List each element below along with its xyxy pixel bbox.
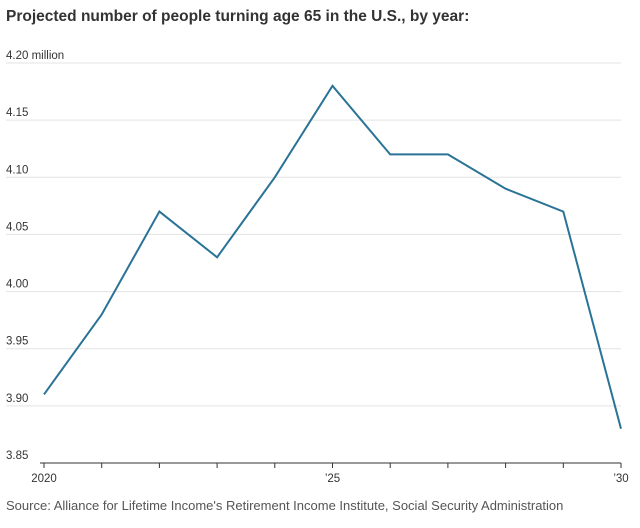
y-tick-label: 4.00	[6, 279, 28, 291]
y-tick-label: 4.10	[6, 164, 28, 176]
x-tick-label: 2020	[31, 473, 57, 485]
data-point	[157, 210, 161, 214]
data-point	[100, 312, 104, 316]
y-tick-labels: 4.20 million 4.15 4.10 4.05 4.00 3.95 3.90 3.85	[6, 50, 64, 462]
y-tick-label: 3.85	[6, 450, 28, 462]
x-tick-label: ’30	[613, 473, 628, 485]
y-tick-label: 4.15	[6, 107, 28, 119]
data-point	[215, 255, 219, 259]
series-line	[43, 84, 622, 429]
chart-title: Projected number of people turning age 6…	[6, 8, 470, 25]
y-tick-label: 3.95	[6, 336, 28, 348]
data-point	[331, 84, 335, 88]
data-point	[388, 152, 392, 156]
data-point	[42, 392, 46, 396]
chart-source: Source: Alliance for Lifetime Income's R…	[6, 498, 564, 513]
data-point	[561, 210, 565, 214]
data-point	[273, 175, 277, 179]
y-tick-label: 4.20 million	[6, 50, 64, 62]
y-tick-label: 4.05	[6, 221, 28, 233]
data-point	[504, 187, 508, 191]
data-series	[42, 84, 623, 431]
y-tick-label: 3.90	[6, 393, 28, 405]
data-point	[446, 152, 450, 156]
x-tick-label: ’25	[325, 473, 340, 485]
gridlines	[6, 62, 621, 407]
x-axis: 2020 ’25 ’30	[31, 462, 629, 485]
data-point	[619, 427, 623, 431]
